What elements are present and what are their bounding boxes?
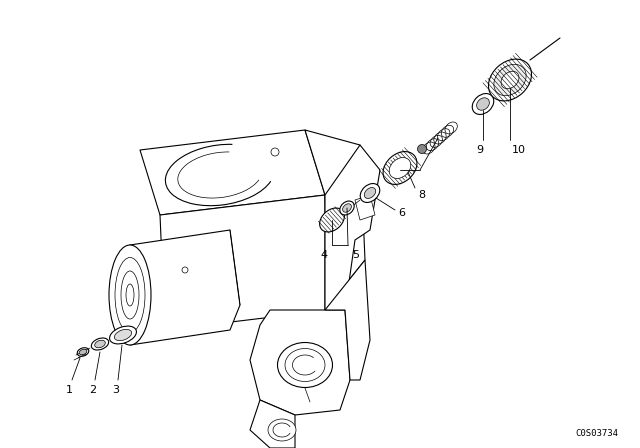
Ellipse shape [79,349,87,355]
Ellipse shape [477,98,490,110]
Ellipse shape [126,284,134,306]
Text: 5: 5 [352,250,359,260]
Ellipse shape [389,158,411,178]
Text: C0S03734: C0S03734 [575,429,618,438]
Ellipse shape [494,65,526,96]
Text: 4: 4 [321,250,328,260]
Ellipse shape [285,349,325,382]
Ellipse shape [109,245,151,345]
Polygon shape [355,195,375,220]
Polygon shape [140,130,325,215]
Polygon shape [160,195,330,330]
Ellipse shape [278,343,333,388]
Ellipse shape [383,151,417,185]
Ellipse shape [488,59,532,101]
Ellipse shape [271,148,279,156]
Ellipse shape [501,71,519,89]
Polygon shape [110,230,240,345]
Ellipse shape [342,204,351,212]
Text: 8: 8 [418,190,425,200]
Polygon shape [325,145,380,310]
Ellipse shape [360,184,380,202]
Polygon shape [250,310,350,415]
Ellipse shape [364,188,376,198]
Text: 6: 6 [398,208,405,218]
Polygon shape [250,400,295,448]
Ellipse shape [472,94,494,114]
Ellipse shape [109,326,136,344]
Ellipse shape [77,348,89,356]
Ellipse shape [417,145,426,154]
Ellipse shape [319,208,344,232]
Ellipse shape [115,329,132,340]
Text: 2: 2 [90,385,97,395]
Ellipse shape [121,271,139,319]
Ellipse shape [340,201,354,215]
Ellipse shape [268,419,296,441]
Ellipse shape [92,338,109,350]
Text: 10: 10 [512,145,526,155]
Polygon shape [325,260,370,380]
Polygon shape [305,130,365,310]
Ellipse shape [182,267,188,273]
Text: 7: 7 [389,165,396,175]
Text: 3: 3 [113,385,120,395]
Text: 9: 9 [476,145,484,155]
Text: 1: 1 [65,385,72,395]
Ellipse shape [95,340,106,348]
Ellipse shape [115,258,145,332]
